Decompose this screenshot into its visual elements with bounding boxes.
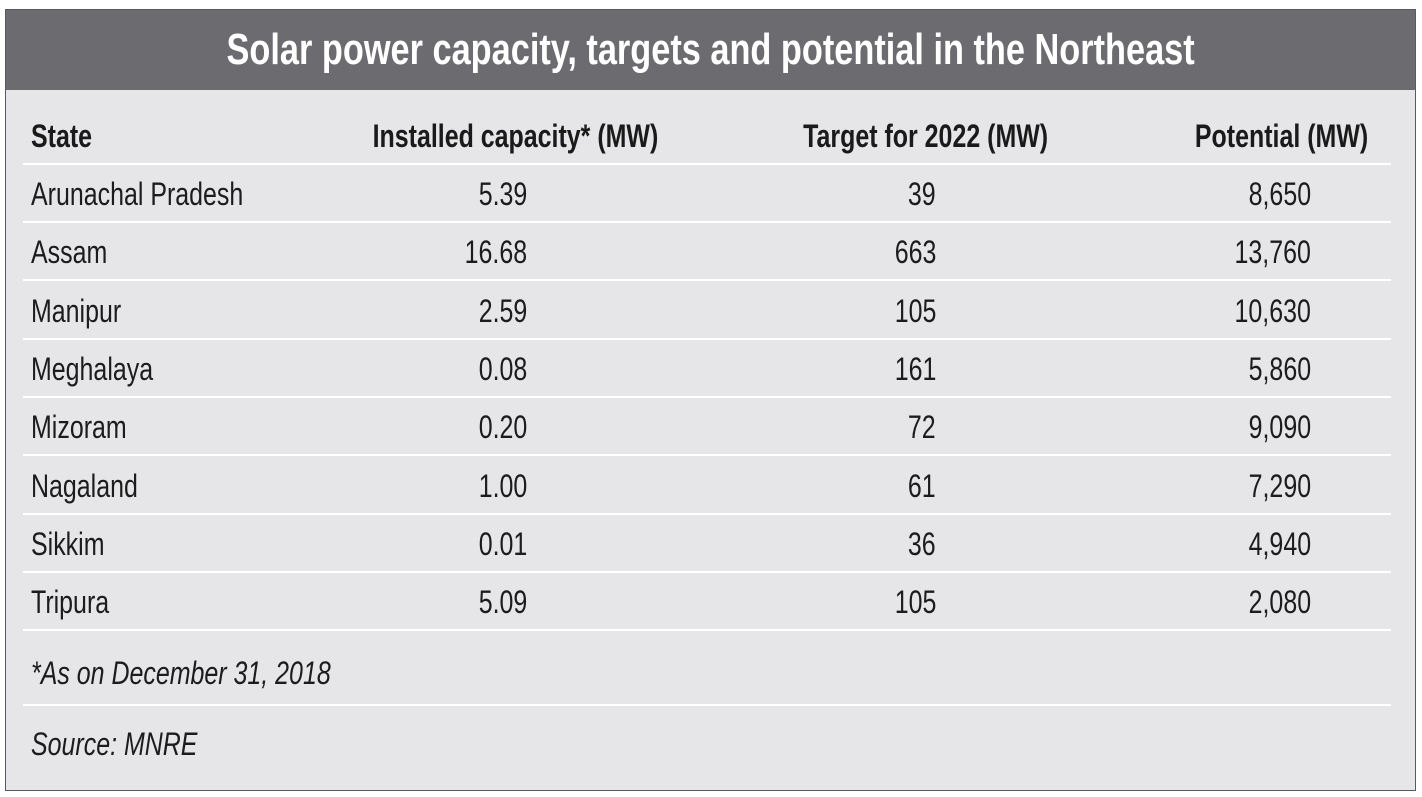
cell-target-2022: 663: [894, 234, 936, 270]
cell-state: Nagaland: [31, 468, 138, 504]
cell-installed-capacity: 0.08: [478, 351, 527, 387]
cell-target-2022: 105: [894, 584, 936, 620]
cell-installed-capacity: 1.00: [478, 468, 527, 504]
cell-state: Tripura: [31, 584, 110, 620]
cell-state: Assam: [31, 234, 108, 270]
source-note: Source: MNRE: [31, 726, 198, 762]
header-potential: Potential (MW): [1194, 118, 1368, 154]
cell-target-2022: 61: [908, 468, 936, 504]
footnote: *As on December 31, 2018: [31, 655, 331, 691]
table-row: Tripura 5.09 105 2,080: [23, 573, 1391, 631]
table-panel: Solar power capacity, targets and potent…: [5, 9, 1416, 791]
cell-installed-capacity: 16.68: [464, 234, 527, 270]
table-row: Nagaland 1.00 61 7,290: [23, 457, 1391, 515]
cell-potential: 13,760: [1234, 234, 1311, 270]
header-state: State: [31, 118, 93, 154]
cell-installed-capacity: 5.09: [478, 584, 527, 620]
cell-installed-capacity: 0.20: [478, 409, 527, 445]
cell-target-2022: 39: [908, 176, 936, 212]
cell-potential: 2,080: [1248, 584, 1311, 620]
page-title: Solar power capacity, targets and potent…: [226, 25, 1195, 74]
table-row: Assam 16.68 663 13,760: [23, 223, 1391, 281]
cell-target-2022: 72: [908, 409, 936, 445]
header-target-2022: Target for 2022 (MW): [802, 118, 1048, 154]
cell-target-2022: 36: [908, 526, 936, 562]
table-row: Manipur 2.59 105 10,630: [23, 282, 1391, 340]
cell-potential: 7,290: [1248, 468, 1311, 504]
cell-installed-capacity: 5.39: [478, 176, 527, 212]
footnote-row: [23, 630, 1391, 706]
cell-potential: 10,630: [1234, 293, 1311, 329]
table-row: Mizoram 0.20 72 9,090: [23, 398, 1391, 456]
cell-state: Arunachal Pradesh: [31, 176, 244, 212]
cell-potential: 5,860: [1248, 351, 1311, 387]
cell-state: Mizoram: [31, 409, 127, 445]
table-row: Arunachal Pradesh 5.39 39 8,650: [23, 165, 1391, 223]
cell-installed-capacity: 2.59: [478, 293, 527, 329]
table-row: Sikkim 0.01 36 4,940: [23, 515, 1391, 573]
cell-potential: 8,650: [1248, 176, 1311, 212]
title-bar: Solar power capacity, targets and potent…: [6, 10, 1415, 90]
table-header-row: State Installed capacity* (MW) Target fo…: [23, 107, 1391, 165]
cell-installed-capacity: 0.01: [478, 526, 527, 562]
cell-target-2022: 161: [894, 351, 936, 387]
cell-potential: 9,090: [1248, 409, 1311, 445]
cell-state: Manipur: [31, 293, 122, 329]
header-installed-capacity: Installed capacity* (MW): [372, 118, 658, 154]
cell-target-2022: 105: [894, 293, 936, 329]
table-row: Meghalaya 0.08 161 5,860: [23, 340, 1391, 398]
cell-state: Sikkim: [31, 526, 105, 562]
cell-state: Meghalaya: [31, 351, 154, 387]
cell-potential: 4,940: [1248, 526, 1311, 562]
